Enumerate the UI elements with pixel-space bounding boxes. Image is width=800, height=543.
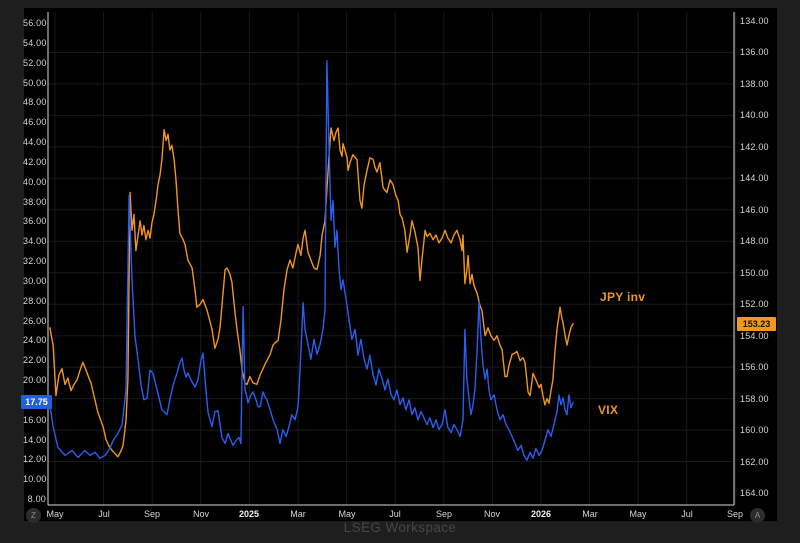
- left-axis-tick: 40.00: [23, 177, 47, 187]
- right-axis-tick: 142.00: [740, 142, 769, 152]
- x-axis-tick: Nov: [192, 509, 209, 519]
- right-axis-tick: 158.00: [740, 394, 769, 404]
- jpy-last-value-badge: 153.23: [737, 317, 776, 331]
- right-axis-tick: 138.00: [740, 79, 769, 89]
- x-axis-tick: 2026: [530, 509, 552, 519]
- x-axis-tick: May: [338, 509, 356, 519]
- x-axis-tick: Mar: [290, 509, 306, 519]
- vix-last-value-badge: 17.75: [21, 395, 52, 409]
- left-axis-tick: 10.00: [23, 474, 47, 484]
- x-axis-tick: Jul: [681, 509, 693, 519]
- left-axis-tick: 44.00: [23, 137, 47, 147]
- series-vix: [49, 60, 574, 461]
- right-axis-tick: 140.00: [740, 110, 769, 120]
- series-jpy-inv: [49, 127, 574, 458]
- right-axis-tick: 152.00: [740, 299, 769, 309]
- x-axis-tick: Jul: [389, 509, 401, 519]
- right-axis-tick: 144.00: [740, 173, 769, 183]
- x-axis-tick: 2025: [238, 509, 260, 519]
- right-axis-tick: 154.00: [740, 331, 769, 341]
- left-axis-tick: 32.00: [23, 256, 47, 266]
- x-axis-tick: Jul: [98, 509, 110, 519]
- chart-panel[interactable]: [24, 8, 777, 521]
- x-axis-tick: Sep: [143, 509, 160, 519]
- x-axis-tick: Sep: [435, 509, 452, 519]
- right-axis-tick: 136.00: [740, 47, 769, 57]
- left-axis-tick: 46.00: [23, 117, 47, 127]
- left-axis-tick: 54.00: [23, 38, 47, 48]
- right-axis-tick: 148.00: [740, 236, 769, 246]
- left-axis-tick: 26.00: [23, 316, 47, 326]
- legend-vix: VIX: [598, 403, 619, 417]
- lseg-workspace-watermark: LSEG Workspace: [343, 520, 457, 535]
- left-axis-tick: 22.00: [23, 355, 47, 365]
- left-axis-tick: 38.00: [23, 197, 47, 207]
- right-axis-tick: 146.00: [740, 205, 769, 215]
- left-axis-tick: 56.00: [23, 18, 47, 28]
- auto-scale-button[interactable]: A: [750, 508, 765, 523]
- x-axis-tick: Mar: [582, 509, 598, 519]
- left-axis-tick: 8.00: [27, 494, 46, 504]
- left-axis-tick: 20.00: [23, 375, 47, 385]
- left-axis-tick: 48.00: [23, 97, 47, 107]
- left-axis-tick: 34.00: [23, 236, 47, 246]
- right-axis-tick: 162.00: [740, 457, 769, 467]
- left-axis-tick: 16.00: [23, 415, 47, 425]
- left-axis-tick: 52.00: [23, 58, 47, 68]
- left-axis-tick: 24.00: [23, 335, 47, 345]
- right-axis-tick: 164.00: [740, 488, 769, 498]
- right-axis-tick: 134.00: [740, 16, 769, 26]
- left-axis-tick: 36.00: [23, 216, 47, 226]
- right-axis-tick: 156.00: [740, 362, 769, 372]
- left-axis-tick: 30.00: [23, 276, 47, 286]
- x-axis-tick: Sep: [726, 509, 743, 519]
- right-axis-tick: 160.00: [740, 425, 769, 435]
- x-axis-tick: Nov: [483, 509, 500, 519]
- zoom-button[interactable]: Z: [26, 508, 41, 523]
- legend-jpy-inv: JPY inv: [600, 290, 646, 304]
- x-axis-tick: May: [629, 509, 647, 519]
- left-axis-tick: 28.00: [23, 296, 47, 306]
- left-axis-tick: 14.00: [23, 435, 47, 445]
- left-axis-tick: 50.00: [23, 78, 47, 88]
- x-axis-tick: May: [46, 509, 64, 519]
- left-axis-tick: 12.00: [23, 454, 47, 464]
- left-axis-tick: 42.00: [23, 157, 47, 167]
- right-axis-tick: 150.00: [740, 268, 769, 278]
